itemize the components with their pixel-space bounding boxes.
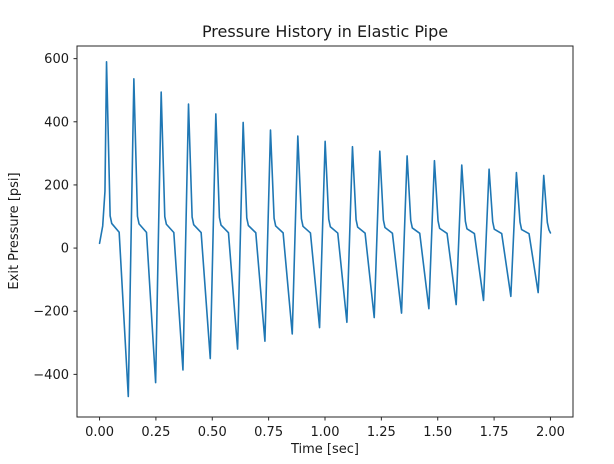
y-axis-label: Exit Pressure [psi] — [7, 172, 22, 289]
x-axis-label: Time [sec] — [290, 442, 359, 457]
pressure-series-line — [98, 60, 552, 398]
x-tick-label: 1.25 — [367, 425, 396, 440]
y-tick-label: −400 — [33, 368, 69, 383]
y-tick-label: −200 — [33, 305, 69, 320]
x-tick-label: 2.00 — [536, 425, 565, 440]
y-tick-label: 200 — [44, 178, 69, 193]
x-tick-label: 0.00 — [85, 425, 114, 440]
x-tick-label: 0.50 — [198, 425, 227, 440]
x-tick-label: 0.75 — [254, 425, 283, 440]
x-tick-label: 1.50 — [423, 425, 452, 440]
x-tick-label: 0.25 — [141, 425, 170, 440]
x-tick-label: 1.75 — [480, 425, 509, 440]
x-axis-ticks: 0.00 0.25 0.50 0.75 1.00 1.25 1.50 1.75 2.00 — [85, 417, 565, 440]
y-tick-label: 600 — [44, 52, 69, 67]
x-tick-label: 1.00 — [311, 425, 340, 440]
y-tick-label: 400 — [44, 115, 69, 130]
y-tick-label: 0 — [61, 242, 69, 257]
y-axis-ticks: 600 400 200 0 −200 −400 — [33, 52, 77, 383]
chart-title: Pressure History in Elastic Pipe — [202, 22, 448, 41]
